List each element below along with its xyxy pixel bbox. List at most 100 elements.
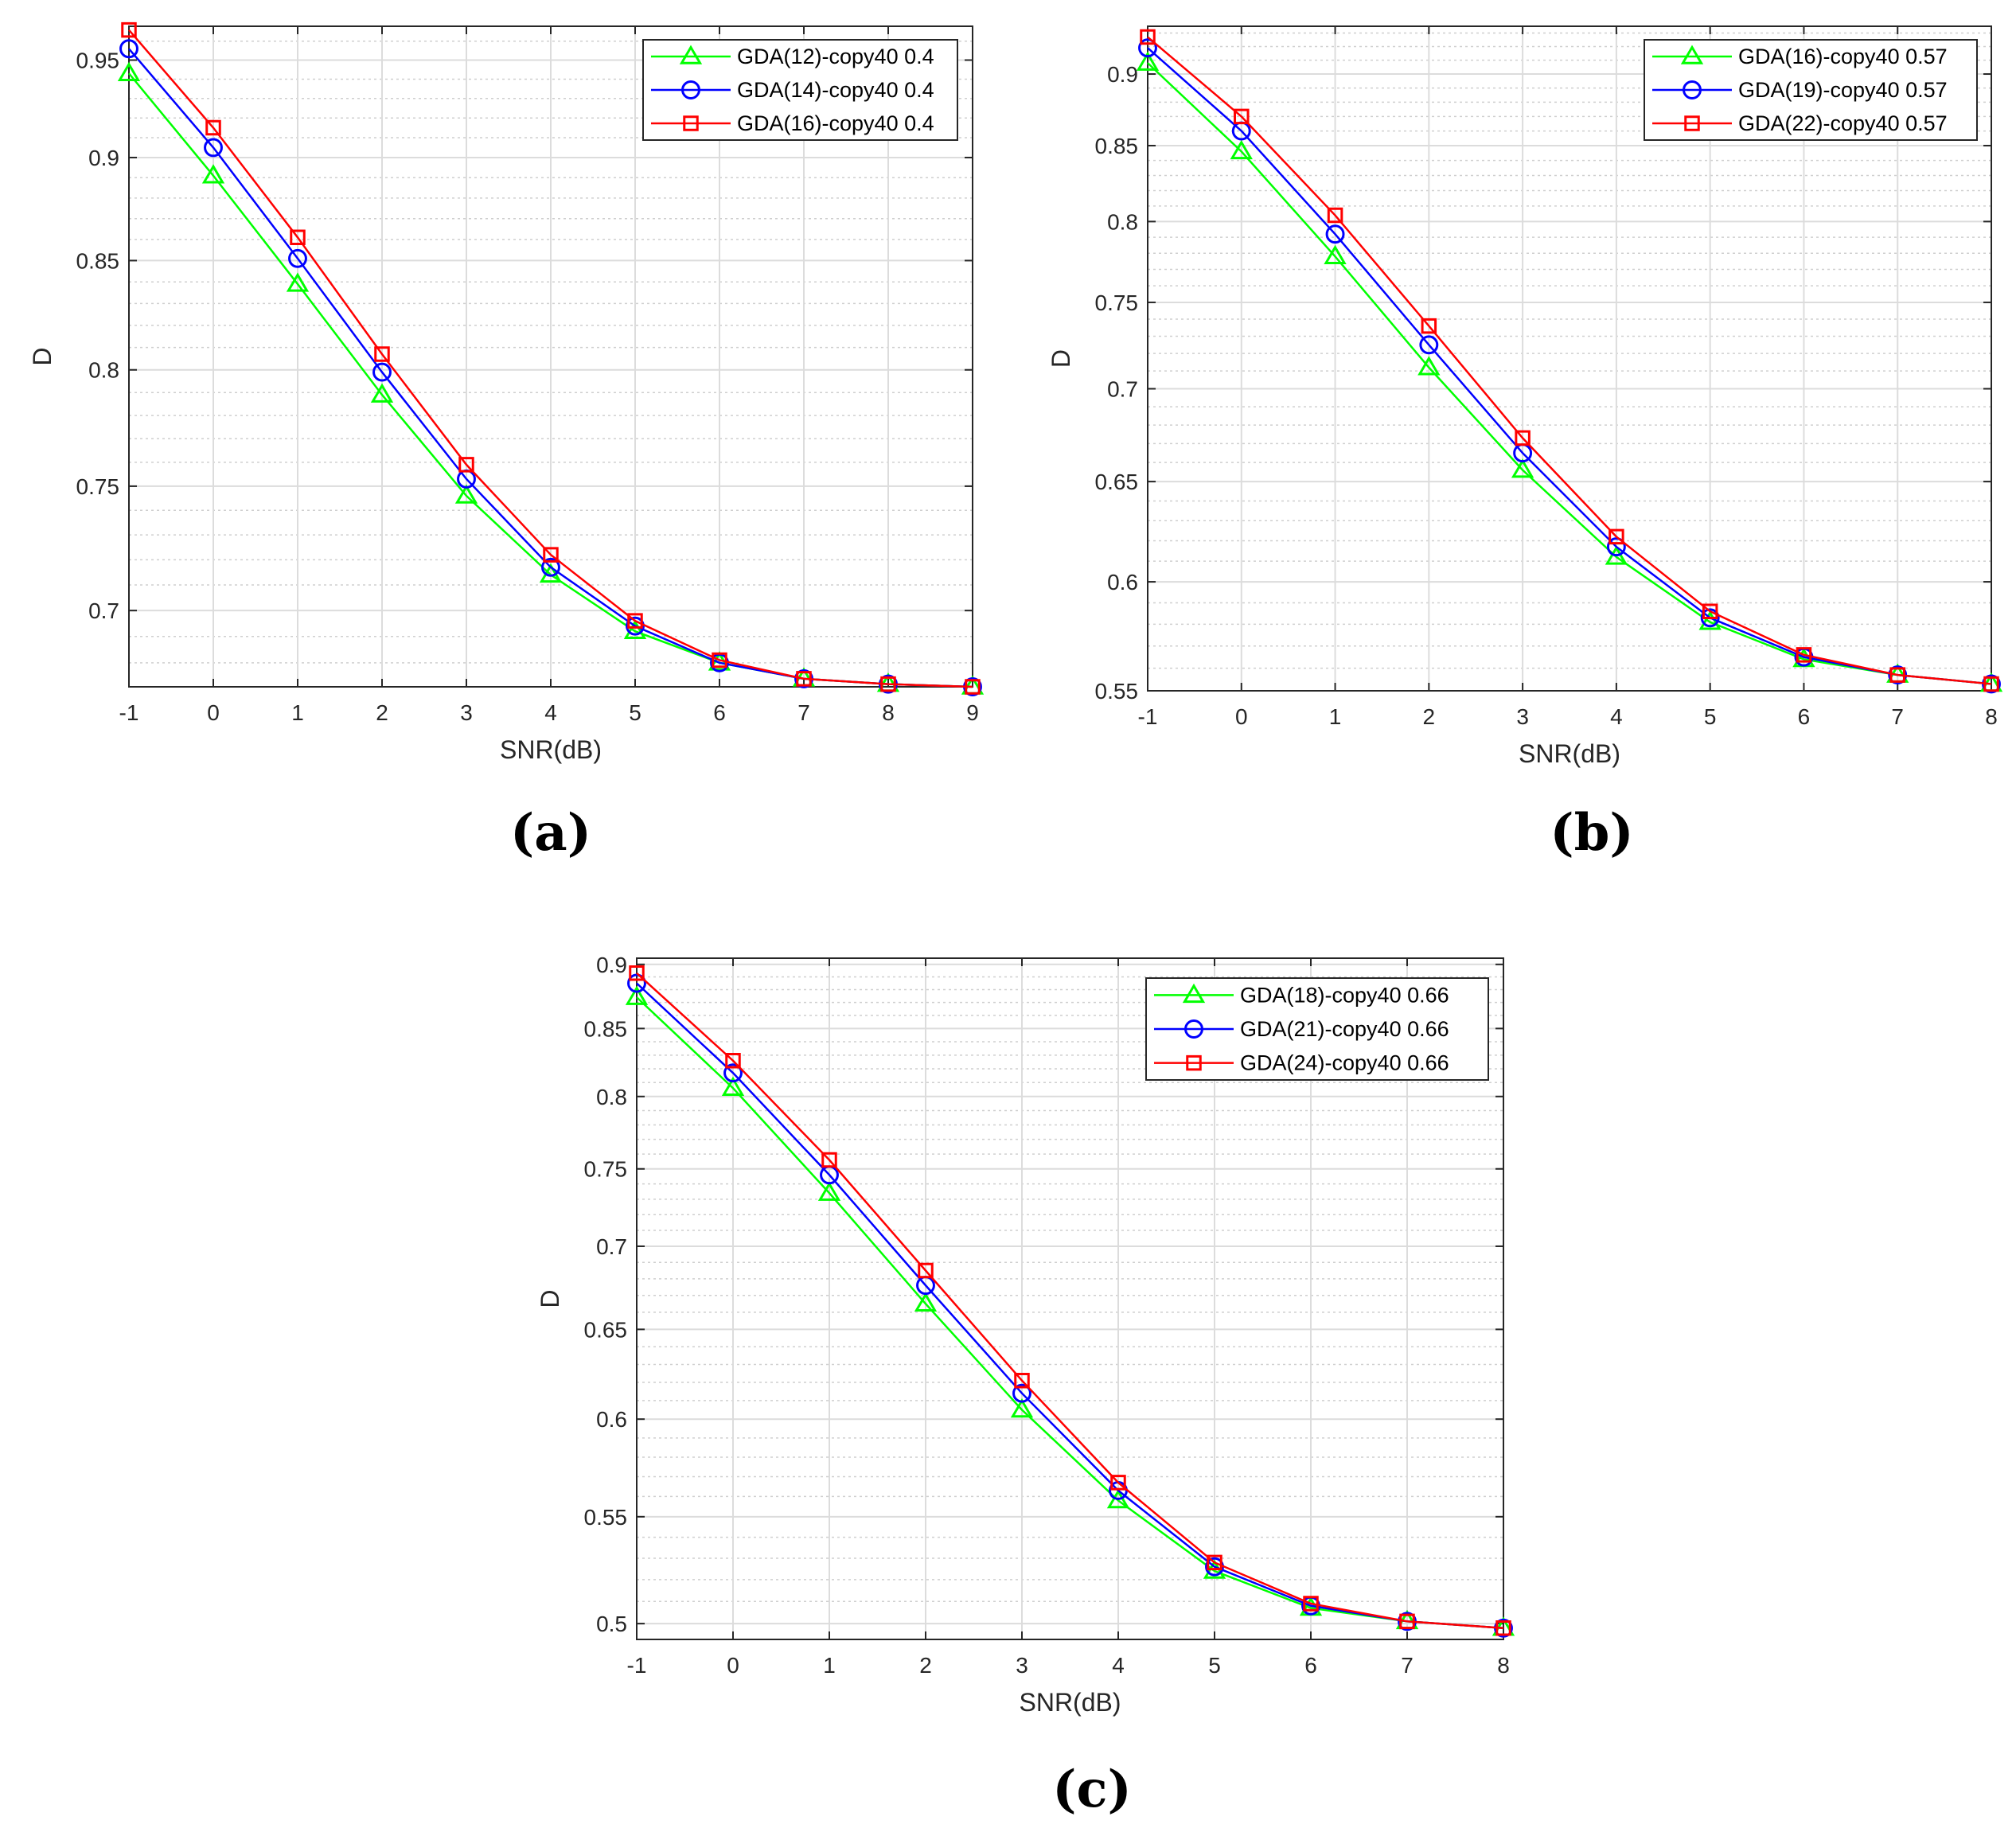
data-point <box>1303 1596 1319 1612</box>
data-point <box>1014 1372 1030 1389</box>
legend-marker <box>1184 1019 1203 1039</box>
series-2 <box>1138 38 2001 694</box>
y-tick-label: 0.65 <box>584 1317 628 1342</box>
legend-label: GDA(22)-copy40 0.57 <box>1738 111 1948 135</box>
x-tick-label: 3 <box>1016 1653 1028 1678</box>
data-point <box>1324 244 1347 265</box>
x-tick-label: 8 <box>882 700 895 725</box>
data-point <box>543 547 559 563</box>
chart-panel-a: -1 0 1 2 3 4 5 6 7 8 9 0.7 0.75 0.8 0.85 0.9 0.95 SNR(dB)… <box>28 21 985 863</box>
data-point <box>374 346 390 362</box>
data-point <box>458 457 474 473</box>
data-point <box>629 965 645 981</box>
data-point <box>721 1076 745 1097</box>
data-point <box>1702 603 1718 619</box>
y-tick-label: 0.8 <box>88 358 119 383</box>
x-tick-label: 2 <box>919 1653 932 1678</box>
data-point <box>1399 1613 1415 1630</box>
y-tick-label: 0.55 <box>1095 679 1139 704</box>
y-tick-label: 0.9 <box>1107 62 1138 87</box>
legend-marker <box>1683 80 1702 99</box>
data-point <box>725 1052 741 1069</box>
data-point <box>372 362 392 382</box>
data-point <box>370 383 394 403</box>
legend-label: GDA(24)-copy40 0.66 <box>1240 1051 1449 1075</box>
legend-label: GDA(12)-copy40 0.4 <box>737 45 934 68</box>
panel-caption: (a) <box>510 803 591 863</box>
data-point <box>880 676 896 692</box>
x-tick-label: 0 <box>727 1653 739 1678</box>
y-tick-label: 0.65 <box>1095 470 1139 494</box>
series-3 <box>1140 29 1999 692</box>
x-tick-label: 7 <box>1891 704 1904 729</box>
legend-marker <box>679 45 703 64</box>
chart-panel-b: -1 0 1 2 3 4 5 6 7 8 0.55 0.6 0.65 0.7 0.75 0.8 0.85 0.9 S… <box>1047 25 2003 863</box>
data-point <box>1700 608 1720 628</box>
data-point <box>1495 1620 1511 1636</box>
series-line <box>636 972 1504 1630</box>
x-tick-label: 4 <box>1112 1653 1125 1678</box>
x-tick-label: 8 <box>1985 704 1998 729</box>
x-tick-label: 6 <box>713 700 726 725</box>
x-tick-label: 8 <box>1497 1653 1510 1678</box>
legend-marker <box>1186 1054 1202 1071</box>
data-point <box>117 61 141 82</box>
data-point <box>290 229 306 246</box>
legend-marker <box>681 80 700 99</box>
x-tick-label: -1 <box>627 1653 647 1678</box>
x-tick-label: 6 <box>1798 704 1811 729</box>
x-tick-label: -1 <box>1138 704 1158 729</box>
x-tick-label: 6 <box>1304 1653 1317 1678</box>
series-line <box>636 982 1504 1630</box>
legend-marker <box>683 115 699 131</box>
x-tick-label: 2 <box>376 700 388 725</box>
x-tick-label: 7 <box>797 700 810 725</box>
data-point <box>288 248 307 268</box>
data-point <box>286 272 310 292</box>
y-axis-label: D <box>1047 349 1075 368</box>
data-point <box>1983 676 1999 692</box>
legend: GDA(12)-copy40 0.4 GDA(14)-copy40 0.4 GDA(… <box>642 39 958 141</box>
x-tick-label: 3 <box>1516 704 1529 729</box>
data-point <box>121 21 137 38</box>
series-line <box>1147 62 1992 685</box>
x-tick-label: 9 <box>966 700 979 725</box>
y-tick-label: 0.6 <box>1107 570 1138 594</box>
data-point <box>1012 1383 1031 1403</box>
x-tick-label: 4 <box>1610 704 1623 729</box>
x-tick-label: 5 <box>1704 704 1717 729</box>
data-point <box>1110 1475 1126 1491</box>
y-tick-label: 0.8 <box>1107 209 1138 234</box>
legend-marker <box>1680 45 1704 64</box>
y-tick-label: 0.6 <box>596 1407 627 1432</box>
data-point <box>914 1292 938 1312</box>
y-tick-label: 0.85 <box>1095 134 1139 158</box>
series-line <box>1147 36 1992 685</box>
y-tick-label: 0.5 <box>596 1612 627 1636</box>
panel-caption: (b) <box>1550 803 1633 863</box>
legend-label: GDA(21)-copy40 0.66 <box>1240 1017 1449 1041</box>
data-point <box>1889 667 1905 683</box>
x-tick-label: 0 <box>207 700 220 725</box>
x-tick-label: 1 <box>291 700 304 725</box>
y-tick-label: 0.75 <box>584 1157 628 1182</box>
data-point <box>1230 139 1253 160</box>
y-tick-label: 0.55 <box>584 1505 628 1530</box>
y-tick-label: 0.85 <box>76 248 120 273</box>
series-1 <box>1136 51 2003 692</box>
data-point <box>627 973 646 993</box>
x-tick-label: 7 <box>1401 1653 1414 1678</box>
data-point <box>625 985 649 1005</box>
data-point <box>1010 1397 1034 1418</box>
axes-box <box>1147 25 1992 692</box>
data-point <box>1417 356 1441 376</box>
legend-marker <box>1684 115 1700 131</box>
x-tick-label: 5 <box>629 700 641 725</box>
x-tick-label: 1 <box>1329 704 1342 729</box>
data-point <box>821 1152 837 1168</box>
series-line <box>128 29 973 688</box>
data-point <box>1609 528 1624 545</box>
data-point <box>1327 207 1343 224</box>
legend-marker <box>1182 983 1206 1004</box>
y-tick-label: 0.85 <box>584 1016 628 1041</box>
